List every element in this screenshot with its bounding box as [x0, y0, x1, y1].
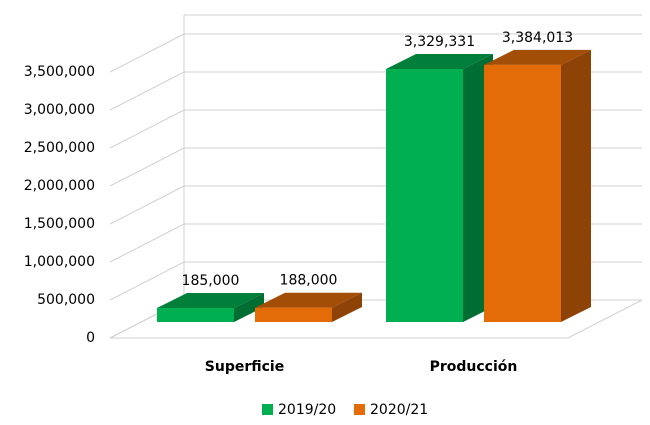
- bar: [255, 307, 332, 322]
- y-tick-label: 3,500,000: [24, 64, 95, 80]
- y-tick-label: 500,000: [37, 292, 95, 308]
- bar-top: [255, 292, 362, 308]
- bar-top: [157, 292, 264, 308]
- y-tick-label: 1,500,000: [24, 216, 95, 232]
- legend-label: 2019/20: [278, 402, 336, 418]
- bar-side: [234, 292, 264, 322]
- legend-label: 2020/21: [370, 402, 428, 418]
- bar: [484, 64, 561, 323]
- grid-line: [109, 33, 642, 73]
- data-label: 3,384,013: [502, 30, 573, 46]
- legend-swatch: [354, 404, 365, 415]
- y-tick-label: 2,000,000: [24, 178, 95, 194]
- data-label: 185,000: [182, 273, 240, 289]
- data-label: 3,329,331: [404, 34, 475, 50]
- y-tick-label: 2,500,000: [24, 140, 95, 156]
- bar-side: [561, 49, 591, 323]
- floor-edge: [110, 299, 643, 339]
- y-tick-label: 0: [86, 330, 95, 346]
- legend-swatch: [262, 404, 273, 415]
- x-tick-label: Producción: [430, 359, 518, 375]
- wall-edge: [109, 15, 185, 339]
- data-label: 188,000: [280, 273, 338, 289]
- bar: [386, 68, 463, 322]
- x-tick-label: Superficie: [205, 359, 284, 375]
- y-tick-label: 3,000,000: [24, 102, 95, 118]
- bar-top: [386, 53, 493, 69]
- y-tick-label: 1,000,000: [24, 254, 95, 270]
- bar: [157, 307, 234, 322]
- bar-side: [332, 292, 362, 322]
- bar-top: [484, 49, 591, 65]
